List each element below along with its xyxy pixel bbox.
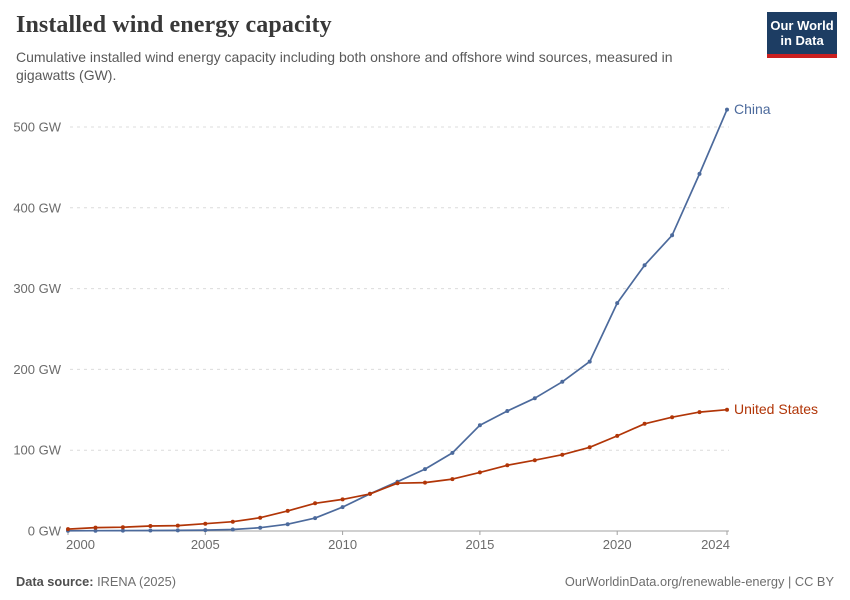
x-tick-label: 2024 [701,537,730,552]
series-point [642,421,647,426]
series-point [340,505,345,510]
page-title: Installed wind energy capacity [16,12,332,38]
series-point [477,470,482,475]
y-tick-label: 0 GW [28,524,62,539]
y-tick-label: 500 GW [13,120,61,135]
series-point [258,525,263,530]
series-point [615,301,620,306]
series-point [615,433,620,438]
series-point [230,519,235,524]
series-point [93,525,98,530]
series-point [148,524,153,528]
series-point [560,452,565,457]
owid-credit: OurWorldinData.org/renewable-energy | CC… [564,574,834,589]
series-point [313,501,318,506]
series-point [505,409,510,413]
series-point [66,527,70,532]
chart-footer: Data source: IRENA (2025) OurWorldinData… [16,574,834,589]
series-point [148,528,153,533]
chart-subtitle: Cumulative installed wind energy capacit… [16,49,673,84]
owid-logo: Our World in Data [767,12,837,58]
series-end-label: United States [734,401,818,417]
series-point [120,525,125,530]
series-point [670,415,675,420]
y-tick-label: 200 GW [13,362,61,377]
series-point [395,481,400,486]
chart-header: Installed wind energy capacity Cumulativ… [16,12,756,85]
series-point [423,480,427,485]
series-point [697,171,702,176]
series-point [423,467,427,472]
series-point [560,379,565,384]
series-point [203,528,208,533]
y-tick-label: 300 GW [13,281,61,296]
series-point [313,516,318,521]
series-point [725,407,729,412]
series-point [532,458,537,463]
x-tick-label: 2020 [603,537,632,552]
series-point [340,497,345,502]
x-tick-label: 2000 [66,537,95,552]
y-tick-label: 400 GW [13,200,61,215]
series-point [642,263,647,268]
x-tick-label: 2010 [328,537,357,552]
series-point [175,528,180,533]
series-point [532,396,537,401]
series-point [477,423,482,428]
series-point [230,527,235,532]
series-point [285,508,290,513]
series-point [93,528,98,533]
series-point [368,491,372,496]
x-tick-label: 2015 [465,537,494,552]
x-tick-label: 2005 [191,537,220,552]
series-point [587,359,592,364]
series-line-china [67,109,728,532]
series-point [505,463,510,468]
owid-logo-line2: in Data [780,33,824,49]
series-point [258,515,263,520]
owid-logo-line1: Our World [770,18,834,33]
series-point [120,528,125,533]
series-end-label: China [734,101,771,117]
series-point [725,107,729,112]
series-point [285,522,290,527]
series-point [670,233,675,238]
series-point [450,477,455,482]
series-point [175,523,180,528]
data-source-label: Data source: [16,574,94,589]
data-source-value: IRENA (2025) [97,574,177,589]
series-line-united-states [67,408,728,530]
series-point [203,521,208,526]
series-point [697,410,702,415]
y-tick-label: 100 GW [13,443,61,458]
data-source: Data source: IRENA (2025) [16,574,176,589]
series-point [587,445,592,450]
series-point [450,450,455,455]
